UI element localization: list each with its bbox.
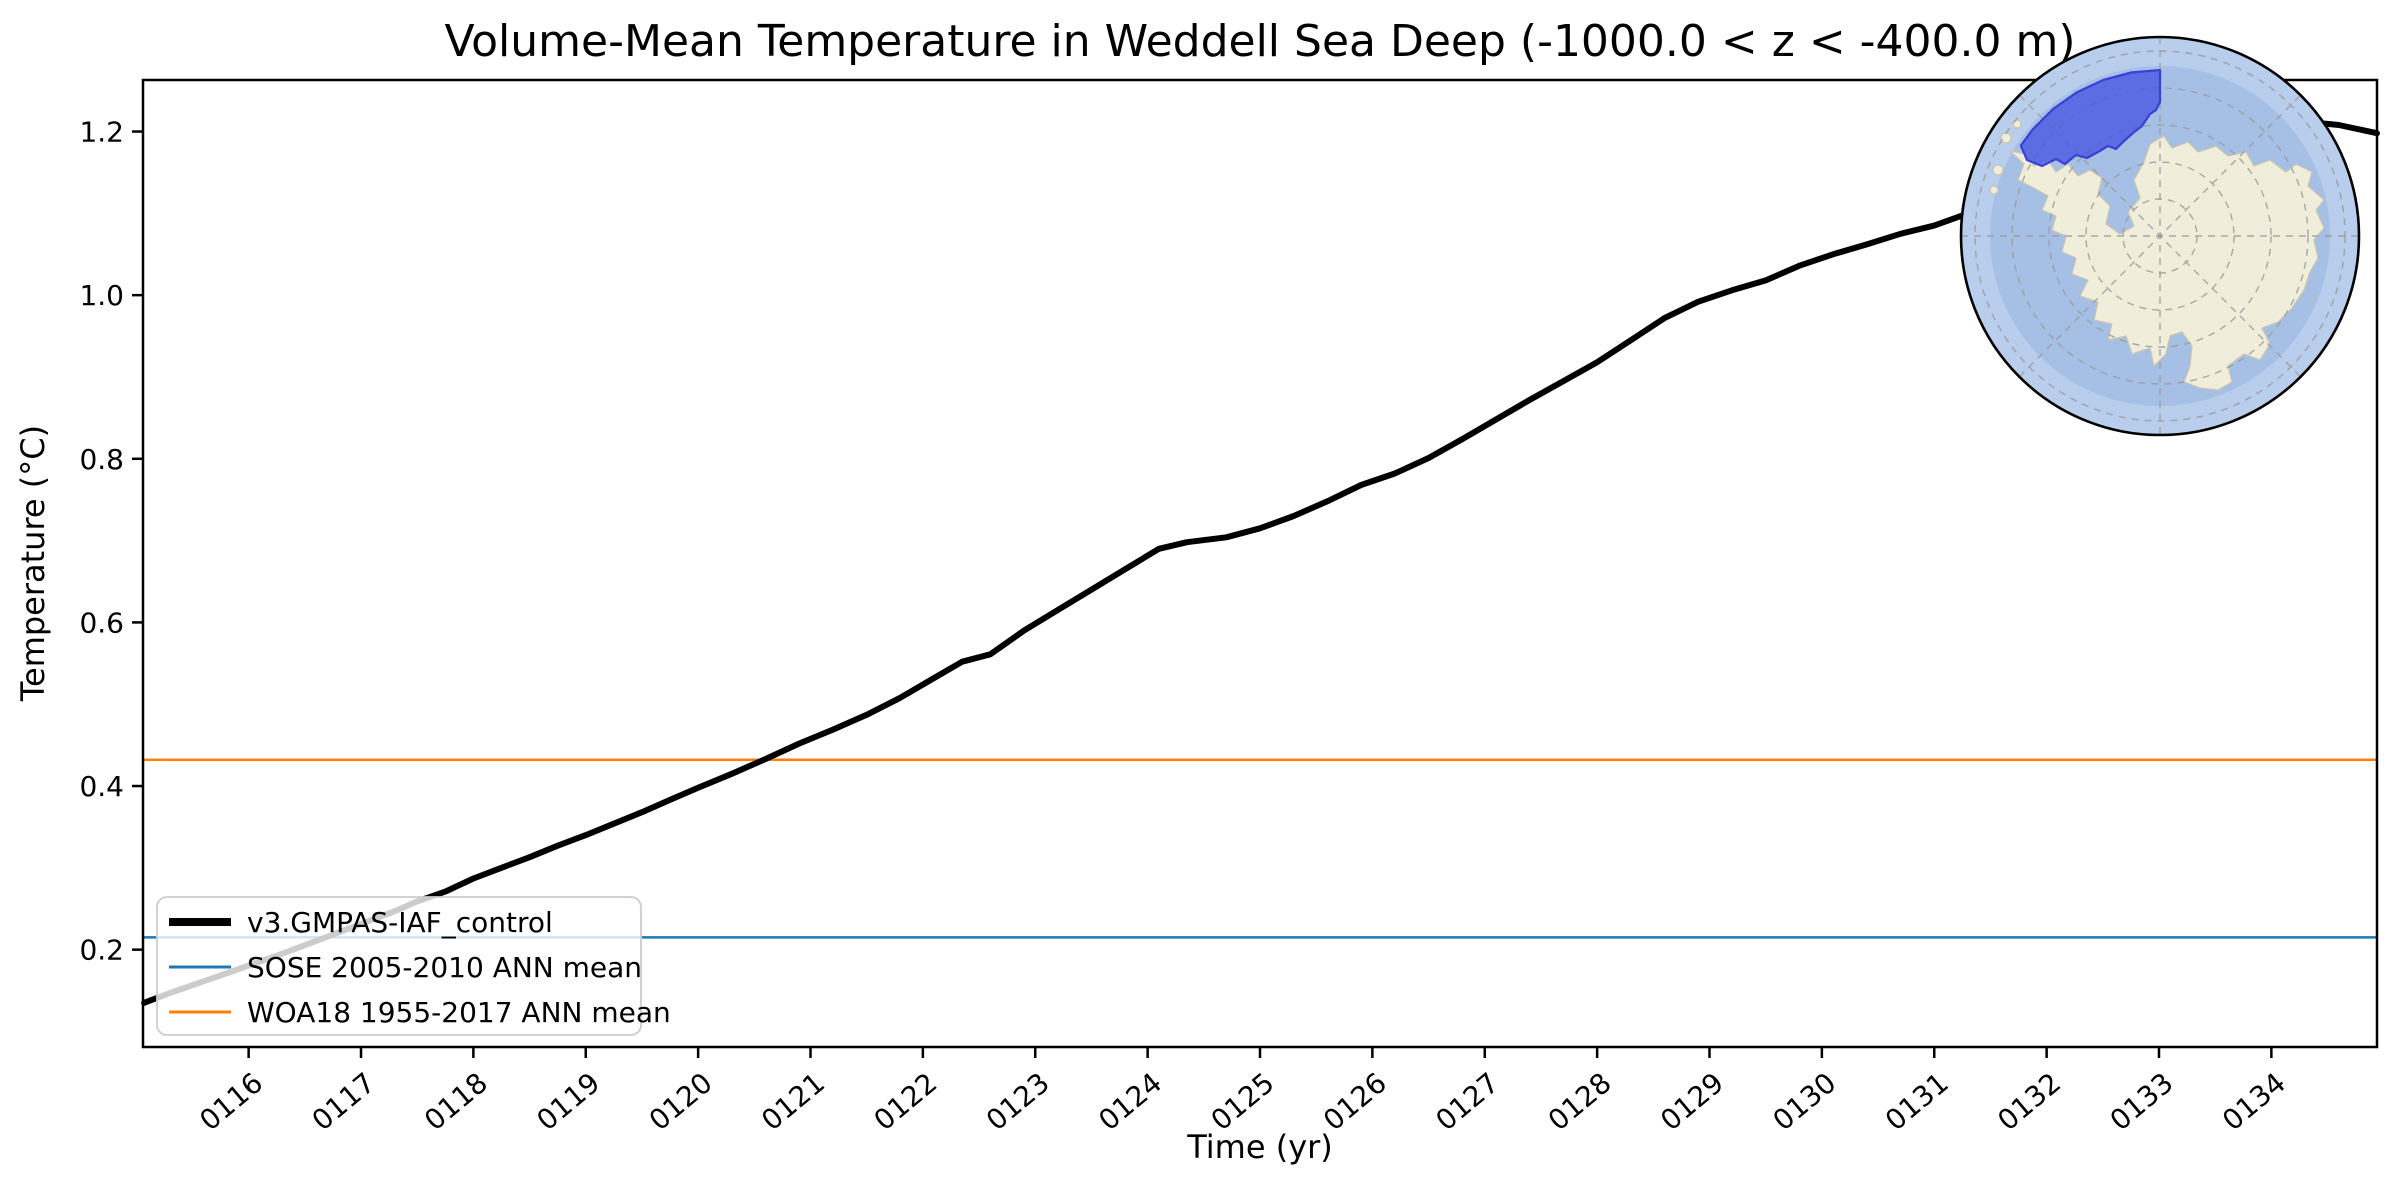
gmpas-control-curve (141, 118, 2380, 1006)
x-tick-label: 0122 (868, 1066, 944, 1137)
legend-label-woa18: WOA18 1955-2017 ANN mean (247, 996, 671, 1029)
y-axis-label: Temperature (°C) (14, 425, 52, 702)
x-axis-label: Time (yr) (1186, 1128, 1333, 1166)
y-tick-label: 0.2 (79, 934, 124, 967)
x-tick-label: 0119 (530, 1066, 606, 1137)
weddell-region-highlight (2019, 68, 2162, 168)
x-tick-label: 0131 (1879, 1066, 1955, 1137)
x-tick-label: 0132 (1991, 1066, 2067, 1137)
x-tick-label: 0126 (1317, 1066, 1393, 1137)
x-tick-label: 0116 (193, 1066, 269, 1137)
x-tick-label: 0117 (306, 1066, 382, 1137)
x-tick-label: 0120 (643, 1066, 719, 1137)
y-tick-label: 1.2 (79, 116, 124, 149)
legend: v3.GMPAS-IAF_control SOSE 2005-2010 ANN … (156, 896, 671, 1036)
x-tick-label: 0130 (1767, 1066, 1843, 1137)
graticule (1961, 37, 2359, 435)
legend-label-control: v3.GMPAS-IAF_control (247, 906, 553, 939)
inset-map (1959, 35, 2361, 437)
legend-box (156, 896, 642, 1036)
x-tick-label: 0134 (2216, 1066, 2292, 1137)
x-tick-label: 0121 (755, 1066, 831, 1137)
y-tick-label: 0.8 (79, 443, 124, 476)
x-tick-label: 0118 (418, 1066, 494, 1137)
x-axis-ticks: 0116 0117 0118 0119 0120 0121 0122 0123 0124 0125… (193, 1047, 2292, 1137)
legend-label-sose: SOSE 2005-2010 ANN mean (247, 951, 642, 984)
x-tick-label: 0127 (1429, 1066, 1505, 1137)
x-tick-label: 0125 (1205, 1066, 1281, 1137)
chart-title: Volume-Mean Temperature in Weddell Sea D… (444, 16, 2075, 67)
x-tick-label: 0128 (1542, 1066, 1618, 1137)
antarctica-landmass (2009, 135, 2325, 391)
x-tick-label: 0133 (2104, 1066, 2180, 1137)
y-tick-label: 0.6 (79, 606, 124, 639)
x-tick-label: 0129 (1654, 1066, 1730, 1137)
x-tick-label: 0123 (980, 1066, 1056, 1137)
y-tick-label: 1.0 (79, 279, 124, 312)
map-border (1959, 35, 2361, 437)
y-axis-ticks: 0.2 0.4 0.6 0.8 1.0 1.2 (79, 116, 143, 967)
y-tick-label: 0.4 (79, 770, 124, 803)
x-tick-label: 0124 (1092, 1066, 1168, 1137)
